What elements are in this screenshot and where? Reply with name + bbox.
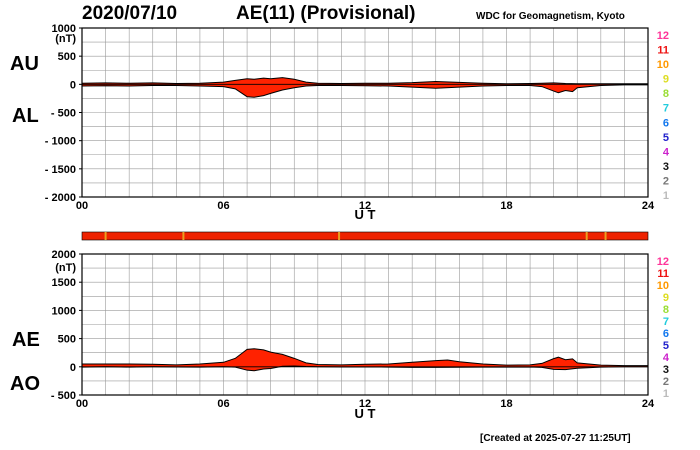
top-activity-level-12: 12 [657, 30, 669, 42]
bottom-ytick-label: 500 [58, 334, 76, 346]
top-activity-level-3: 3 [663, 161, 669, 173]
station-status-mark [585, 232, 588, 240]
bottom-activity-level-10: 10 [657, 280, 669, 292]
bottom-ytick-label: 2000 [52, 249, 76, 261]
plot-title: AE(11) (Provisional) [236, 3, 416, 24]
top-ytick-label: 0 [70, 79, 76, 91]
bottom-xtick-label: 18 [500, 398, 512, 410]
bottom-activity-level-12: 12 [657, 256, 669, 268]
bottom-activity-level-6: 6 [663, 328, 669, 340]
station-status-mark [104, 232, 107, 240]
top-ytick-label: 1000 [52, 23, 76, 35]
top-activity-level-5: 5 [663, 132, 669, 144]
top-xtick-label: 00 [76, 200, 88, 212]
au-label: AU [10, 53, 39, 75]
top-activity-level-4: 4 [663, 146, 670, 158]
bottom-activity-level-8: 8 [663, 304, 669, 316]
top-activity-level-11: 11 [657, 45, 669, 57]
bottom-plot-frame [81, 253, 649, 396]
top-xaxis-label: U T [355, 207, 376, 222]
bottom-activity-level-4: 4 [663, 352, 670, 364]
top-al-line [81, 84, 648, 98]
top-activity-level-6: 6 [663, 117, 669, 129]
top-ytick-label: - 2000 [45, 192, 76, 204]
top-unit-label: (nT) [55, 33, 76, 45]
station-status-mark [338, 232, 341, 240]
top-activity-level-1: 1 [663, 190, 669, 202]
bottom-xtick-label: 00 [76, 398, 88, 410]
bottom-ytick-label: - 500 [51, 390, 76, 402]
bottom-ytick-label: 0 [70, 362, 76, 374]
bottom-ytick-label: 1000 [52, 305, 76, 317]
bottom-unit-label: (nT) [55, 262, 76, 274]
created-timestamp: [Created at 2025-07-27 11:25UT] [480, 433, 631, 444]
top-xtick-label: 06 [217, 200, 229, 212]
top-activity-level-7: 7 [663, 103, 669, 115]
bottom-xtick-label: 24 [642, 398, 655, 410]
station-status-mark [182, 232, 185, 240]
top-activity-level-8: 8 [663, 88, 669, 100]
bottom-activity-level-5: 5 [663, 340, 669, 352]
top-xtick-label: 12 [359, 200, 371, 212]
top-activity-level-10: 10 [657, 59, 669, 71]
bottom-activity-level-3: 3 [663, 364, 669, 376]
top-au-line [81, 77, 648, 85]
bottom-activity-level-7: 7 [663, 316, 669, 328]
top-activity-level-9: 9 [663, 74, 669, 86]
bottom-activity-level-1: 1 [663, 388, 669, 400]
data-source: WDC for Geomagnetism, Kyoto [476, 11, 625, 22]
bottom-xaxis-label: U T [355, 406, 376, 421]
top-xtick-label: 18 [500, 200, 512, 212]
bottom-activity-level-9: 9 [663, 292, 669, 304]
al-label: AL [12, 105, 39, 127]
ae-label: AE [12, 329, 40, 351]
bottom-ae-line [82, 348, 648, 367]
top-ytick-label: - 1500 [45, 164, 76, 176]
top-ytick-label: - 500 [51, 108, 76, 120]
ao-label: AO [10, 373, 40, 395]
bottom-activity-level-11: 11 [657, 268, 669, 280]
top-activity-level-2: 2 [663, 175, 669, 187]
bottom-ytick-label: 1500 [52, 277, 76, 289]
bottom-xtick-label: 06 [217, 398, 229, 410]
top-ytick-label: - 1000 [45, 136, 76, 148]
station-status-mark [604, 232, 607, 240]
bottom-activity-level-2: 2 [663, 376, 669, 388]
plot-date: 2020/07/10 [82, 3, 178, 24]
top-xtick-label: 24 [642, 200, 655, 212]
top-ytick-label: 500 [58, 51, 76, 63]
bottom-xtick-label: 12 [359, 398, 371, 410]
station-status-bar [81, 231, 649, 241]
